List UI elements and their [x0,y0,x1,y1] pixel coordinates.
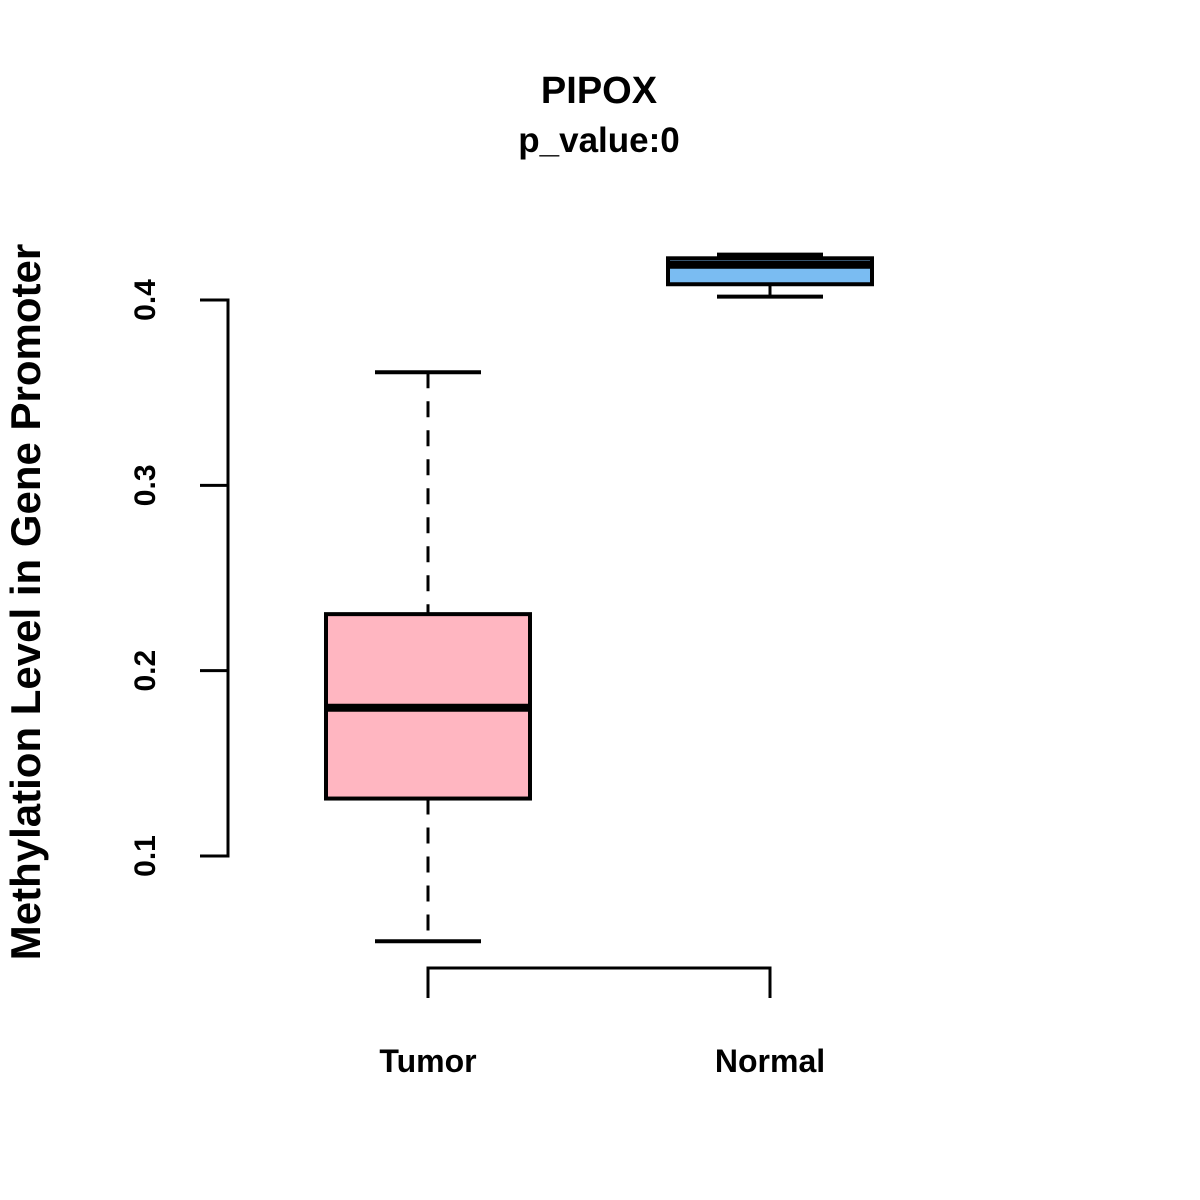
x-tick-label-tumor: Tumor [379,1043,476,1079]
y-axis-tick-label: 0.2 [129,650,162,692]
x-axis-bracket [426,966,772,998]
chart-title: PIPOX [541,70,658,112]
y-axis-label: Methylation Level in Gene Promoter [2,244,49,960]
chart-subtitle: p_value:0 [518,121,679,160]
y-axis-tick-label: 0.1 [129,835,162,877]
y-axis-tick-label: 0.4 [129,279,162,321]
y-axis-tick-label: 0.3 [129,464,162,506]
x-tick-label-normal: Normal [715,1043,825,1079]
